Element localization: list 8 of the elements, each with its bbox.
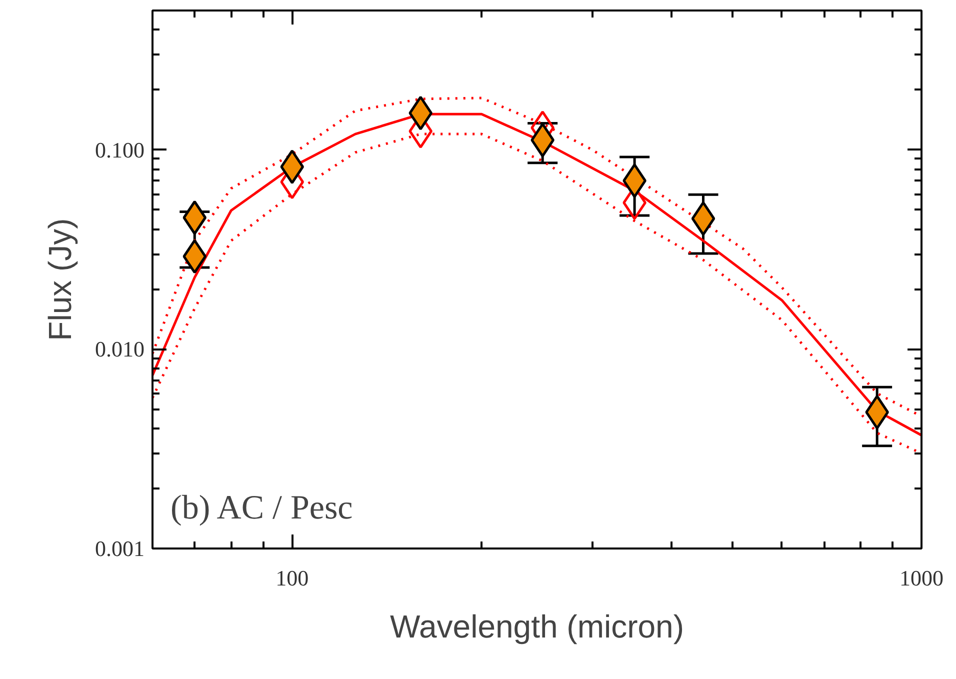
y-axis-title: Flux (Jy) [42,218,78,341]
x-axis-title: Wavelength (micron) [390,608,684,644]
annotation: (b) AC / Pesc [170,490,353,526]
y-tick-label: 0.010 [95,336,144,362]
y-tick-label: 0.100 [95,137,144,162]
x-tick-label: 1000 [900,566,944,590]
x-tick-label: 100 [276,566,309,590]
y-tick-label: 0.001 [95,536,144,561]
